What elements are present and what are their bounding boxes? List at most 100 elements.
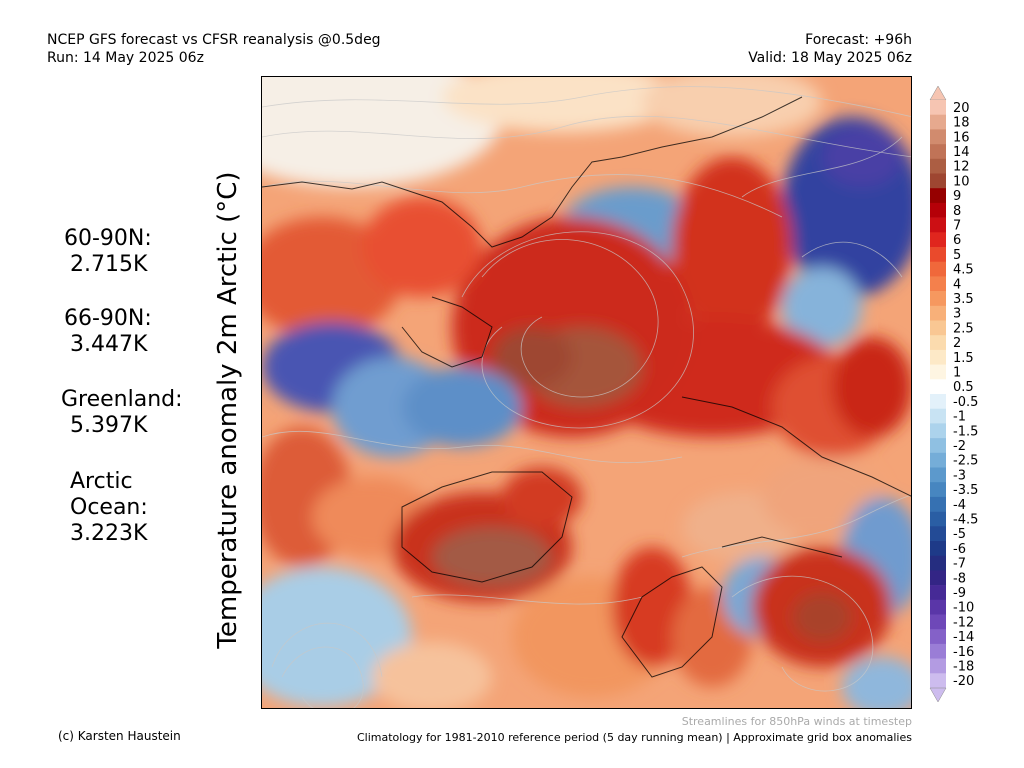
colorbar-swatch	[930, 555, 946, 571]
colorbar-tick-label: 18	[953, 116, 970, 131]
colorbar: 201816141210987654.543.532.521.510.5-0.5…	[929, 85, 978, 703]
colorbar-tick-label: 3	[953, 307, 961, 322]
colorbar-swatch	[930, 467, 946, 483]
stat-label: 66-90N:	[64, 306, 152, 331]
colorbar-tick-label: -1	[953, 410, 966, 425]
colorbar-swatch	[930, 335, 946, 351]
stat-66-90n: 66-90N: 3.447K	[64, 306, 152, 358]
colorbar-swatch	[930, 364, 946, 380]
colorbar-swatch	[930, 100, 946, 115]
colorbar-swatch	[930, 511, 946, 527]
streamlines	[262, 86, 911, 708]
colorbar-swatch	[930, 349, 946, 365]
colorbar-tick-label: -4	[953, 498, 966, 513]
colorbar-swatch	[930, 305, 946, 321]
title-line-2: Run: 14 May 2025 06z	[47, 50, 204, 66]
streamlines-note: Streamlines for 850hPa winds at timestep	[681, 715, 912, 728]
valid-time: Valid: 18 May 2025 06z	[748, 50, 912, 66]
colorbar-swatch	[930, 379, 946, 395]
stat-value: 3.447K	[70, 332, 148, 357]
colorbar-swatch	[930, 158, 946, 174]
colorbar-swatch	[930, 114, 946, 130]
colorbar-swatch	[930, 188, 946, 204]
stat-label-2: Ocean:	[70, 495, 148, 520]
colorbar-tick-label: 4	[953, 277, 961, 292]
colorbar-tick-label: -3	[953, 468, 966, 483]
stat-60-90n: 60-90N: 2.715K	[64, 226, 152, 278]
stat-greenland: Greenland: 5.397K	[61, 387, 183, 439]
colorbar-tick-label: 5	[953, 248, 961, 263]
colorbar-tick-label: 10	[953, 174, 970, 189]
colorbar-min-arrow	[929, 687, 947, 703]
stat-label: 60-90N:	[64, 226, 152, 251]
climatology-note: Climatology for 1981-2010 reference peri…	[356, 731, 912, 744]
colorbar-swatch	[930, 643, 946, 659]
colorbar-swatch	[930, 658, 946, 674]
colorbar-tick-label: 9	[953, 189, 961, 204]
stat-value: 2.715K	[70, 252, 148, 277]
colorbar-tick-label: 0.5	[953, 380, 974, 395]
colorbar-swatch	[930, 614, 946, 630]
colorbar-swatch	[930, 394, 946, 409]
colorbar-swatches	[929, 85, 947, 703]
colorbar-tick-label: -6	[953, 542, 966, 557]
title-line-1: NCEP GFS forecast vs CFSR reanalysis @0.…	[47, 32, 381, 48]
title-block: NCEP GFS forecast vs CFSR reanalysis @0.…	[47, 31, 381, 67]
colorbar-swatch	[930, 408, 946, 424]
y-axis-label: Temperature anomaly 2m Arctic (°C)	[213, 171, 243, 649]
colorbar-tick-label: -9	[953, 586, 966, 601]
colorbar-swatch	[930, 232, 946, 248]
colorbar-swatch	[930, 496, 946, 512]
colorbar-swatch	[930, 629, 946, 645]
colorbar-swatch	[930, 423, 946, 439]
colorbar-max-arrow	[929, 85, 947, 101]
colorbar-tick-label: -5	[953, 527, 966, 542]
stat-value: 3.223K	[70, 521, 148, 546]
colorbar-swatch	[930, 570, 946, 586]
colorbar-tick-label: -12	[953, 615, 974, 630]
colorbar-swatch	[930, 438, 946, 454]
colorbar-swatch	[930, 144, 946, 160]
colorbar-tick-label: 12	[953, 160, 970, 175]
colorbar-swatch	[930, 247, 946, 262]
colorbar-swatch	[930, 452, 946, 468]
colorbar-tick-label: 2	[953, 336, 961, 351]
colorbar-tick-label: 4.5	[953, 263, 974, 278]
forecast-hour: Forecast: +96h	[805, 32, 912, 48]
credit: (c) Karsten Haustein	[58, 729, 181, 743]
colorbar-tick-label: 16	[953, 130, 970, 145]
colorbar-swatch	[930, 482, 946, 498]
colorbar-swatch	[930, 276, 946, 292]
colorbar-tick-label: 7	[953, 218, 961, 233]
colorbar-tick-label: -0.5	[953, 395, 978, 410]
colorbar-swatch	[930, 320, 946, 336]
colorbar-tick-label: -10	[953, 601, 974, 616]
colorbar-swatch	[930, 526, 946, 542]
colorbar-swatch	[930, 291, 946, 307]
stat-arctic-ocean: Arctic Ocean: 3.223K	[70, 469, 148, 547]
colorbar-tick-label: 1	[953, 365, 961, 380]
colorbar-swatch	[930, 173, 946, 189]
anomaly-field	[262, 77, 911, 708]
colorbar-swatch	[930, 585, 946, 601]
colorbar-tick-label: 3.5	[953, 292, 974, 307]
colorbar-tick-label: -7	[953, 557, 966, 572]
colorbar-tick-label: -16	[953, 645, 974, 660]
colorbar-tick-label: 2.5	[953, 321, 974, 336]
anomaly-map	[261, 76, 912, 709]
colorbar-tick-label: 1.5	[953, 351, 974, 366]
colorbar-swatch	[930, 673, 946, 689]
colorbar-swatch	[930, 217, 946, 233]
colorbar-tick-label: 14	[953, 145, 970, 160]
stat-label: Greenland:	[61, 387, 183, 412]
colorbar-tick-label: -18	[953, 659, 974, 674]
colorbar-swatch	[930, 129, 946, 145]
colorbar-swatch	[930, 599, 946, 615]
colorbar-swatch	[930, 261, 946, 277]
colorbar-tick-label: -14	[953, 630, 974, 645]
map-canvas	[262, 77, 911, 708]
colorbar-ticks: 201816141210987654.543.532.521.510.5-0.5…	[953, 101, 978, 689]
colorbar-tick-label: -3.5	[953, 483, 978, 498]
stat-value: 5.397K	[70, 413, 148, 438]
colorbar-swatch	[930, 541, 946, 556]
